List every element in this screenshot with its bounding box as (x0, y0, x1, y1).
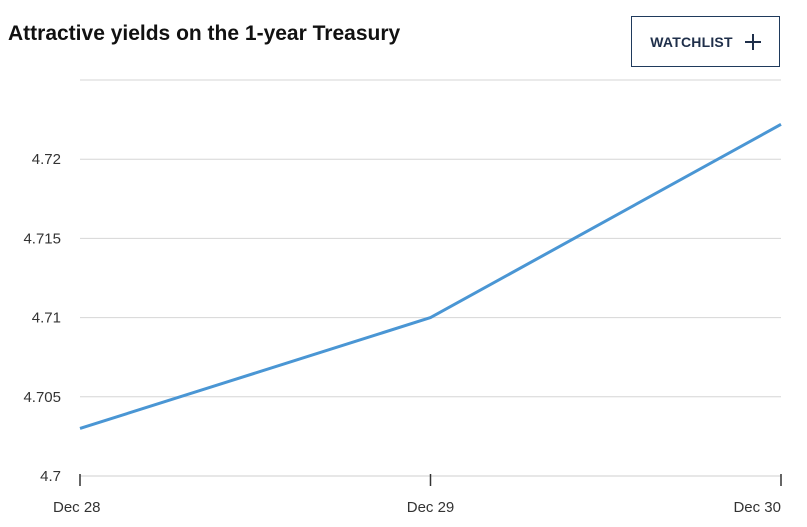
x-tick-label: Dec 29 (407, 499, 455, 516)
series-lines (79, 123, 782, 430)
y-tick-label: 4.7 (40, 468, 61, 485)
y-tick-label: 4.72 (32, 151, 61, 168)
x-tick-label: Dec 28 (53, 499, 101, 516)
x-axis: Dec 28 Dec 29 Dec 30 (53, 474, 782, 516)
series-line (79, 123, 782, 430)
y-tick-label: 4.715 (23, 230, 61, 247)
x-tick-label: Dec 30 (733, 499, 781, 516)
chart-title: Attractive yields on the 1-year Treasury (8, 22, 401, 45)
y-tick-label: 4.705 (23, 389, 61, 406)
plus-icon (744, 33, 761, 50)
grid-lines (80, 79, 781, 398)
y-tick-label: 4.71 (32, 310, 61, 327)
y-axis-ticks: 4.7 4.705 4.71 4.715 4.72 (23, 151, 61, 485)
watchlist-button[interactable]: WATCHLIST (631, 16, 780, 67)
watchlist-label: WATCHLIST (650, 33, 733, 50)
